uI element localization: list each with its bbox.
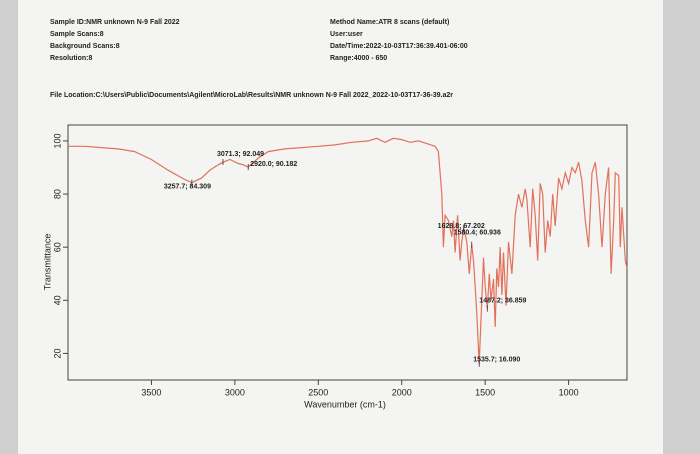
peak-label: 1580.4; 60.936 [454,230,501,237]
header-field: Sample ID:NMR unknown N-9 Fall 2022 [50,19,180,26]
peak-label: 3257.7; 84.309 [164,183,211,190]
x-tick-label: 2000 [392,387,412,397]
x-axis-label: Wavenumber (cm-1) [304,399,386,409]
header-field: Resolution:8 [50,55,92,62]
header-field: Background Scans:8 [50,43,120,50]
file-location: File Location:C:\Users\Public\Documents\… [50,92,453,99]
peak-label: 2920.0; 90.182 [250,161,297,168]
x-tick-label: 1000 [559,387,579,397]
peak-label: 1535.7; 16.090 [473,357,520,364]
x-tick-label: 3500 [141,387,161,397]
x-tick-label: 1500 [475,387,495,397]
x-tick-label: 2500 [308,387,328,397]
x-tick-label: 3000 [225,387,245,397]
peak-label: 1628.8; 67.202 [438,223,485,230]
plot-frame [67,124,628,381]
y-axis-label: Transmittance [42,234,52,291]
header-field: Method Name:ATR 8 scans (default) [330,19,449,26]
y-tick-label: 40 [52,295,62,305]
header-field: User:user [330,31,363,38]
y-tick-label: 60 [52,242,62,252]
peak-label: 3071.3; 92.049 [217,151,264,158]
header-field: Date/Time:2022-10-03T17:36:39.401-06:00 [330,43,468,50]
y-tick-label: 20 [52,348,62,358]
y-tick-label: 80 [52,189,62,199]
paper [18,0,663,454]
header-field: Range:4000 - 650 [330,55,387,62]
y-tick-label: 100 [52,133,62,148]
header-field: Sample Scans:8 [50,31,104,38]
spectrum-line [68,137,628,364]
peak-label: 1487.2; 36.859 [479,297,526,304]
